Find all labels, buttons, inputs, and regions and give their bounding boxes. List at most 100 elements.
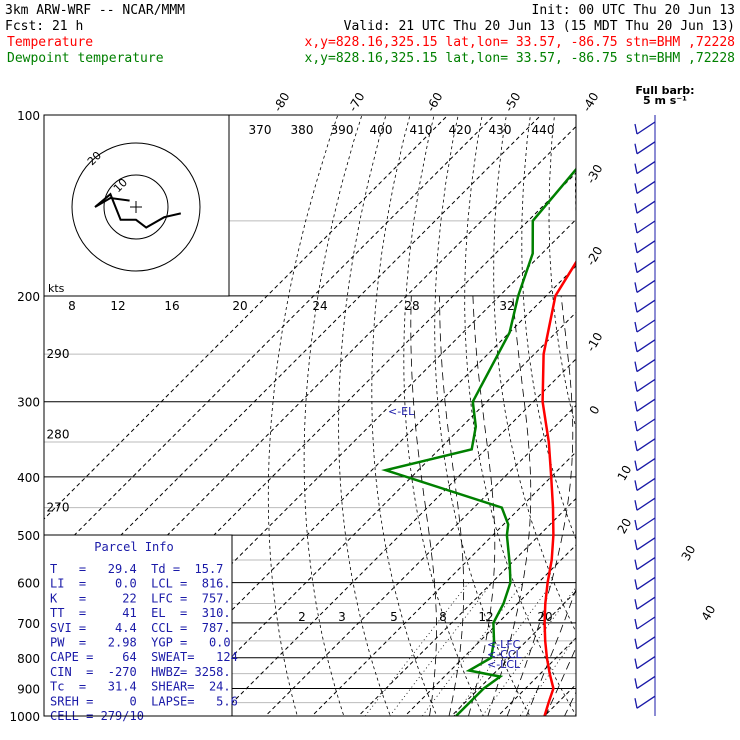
isotherm — [264, 404, 576, 716]
parcel-info-row: CAPE = 64 SWEAT= 124 — [50, 650, 238, 664]
wind-barb — [636, 458, 656, 472]
temperature-legend-info: x,y=828.16,325.15 lat,lon= 33.57, -86.75… — [305, 35, 735, 50]
parcel-info-row: T = 29.4 Td = 15.7 — [50, 562, 223, 576]
parcel-info-row: Tc = 31.4 SHEAR= 24. — [50, 680, 231, 694]
wind-barb — [636, 656, 656, 670]
wind-barb — [636, 121, 656, 135]
parcel-info-row: SVI = 4.4 CCL = 787. — [50, 621, 231, 635]
isotherm-label-right: -20 — [584, 244, 606, 268]
dry-adiabat — [303, 115, 363, 716]
wind-barb — [636, 537, 656, 551]
pressure-label-600: 600 — [17, 577, 40, 591]
isotherm-label-right: 10 — [615, 463, 635, 483]
wind-barb — [636, 398, 656, 412]
isotherm — [404, 544, 576, 716]
ccl-marker: <-CCL — [487, 648, 523, 661]
isotherm-label-top: -50 — [502, 90, 524, 114]
pressure-label-1000: 1000 — [9, 710, 40, 724]
moist-adiabat — [468, 295, 496, 716]
init-time: Init: 00 UTC Thu 20 Jun 13 — [532, 3, 736, 18]
wind-barbs — [634, 115, 656, 716]
theta-label: 410 — [410, 123, 433, 137]
mixing-ratio-label: 8 — [439, 610, 447, 624]
dry-adiabat — [698, 88, 740, 729]
dry-adiabat — [267, 115, 339, 716]
hodograph-inset: 10 20 kts — [43, 114, 230, 297]
mixing-ratio-label: 5 — [390, 610, 398, 624]
wind-barb — [636, 616, 656, 630]
left-theta-label: 280 — [47, 427, 70, 441]
wind-barb — [636, 477, 656, 491]
dry-adiabat — [651, 88, 740, 729]
wind-barb — [636, 557, 656, 571]
theta-label: 370 — [249, 123, 272, 137]
moist-adiabat — [506, 295, 574, 716]
theta-e-label: 8 — [68, 299, 76, 313]
wind-barb — [636, 636, 656, 650]
wind-barb — [636, 378, 656, 392]
moist-adiabat — [564, 691, 576, 716]
moist-adiabat — [545, 646, 576, 716]
pressure-label-800: 800 — [17, 652, 40, 666]
parcel-info-row: LI = 0.0 LCL = 816. — [50, 577, 231, 591]
theta-e-label: 20 — [232, 299, 247, 313]
pressure-axis-labels: 100 200 300 400 500 600 700 800 900 1000 — [9, 109, 40, 724]
theta-label: 390 — [331, 123, 354, 137]
parcel-info-row: K = 22 LFC = 757. — [50, 591, 231, 605]
dry-adiabat — [626, 88, 740, 729]
isotherm — [311, 451, 576, 716]
isotherm-label-top: -80 — [271, 90, 293, 114]
dry-adiabat — [338, 115, 391, 716]
moist-adiabat — [439, 295, 465, 716]
wind-barb — [636, 339, 656, 353]
wind-barb — [636, 359, 656, 373]
parcel-info-title: Parcel Info — [94, 540, 173, 554]
dry-adiabat — [403, 115, 484, 716]
wind-barb — [636, 319, 656, 333]
isotherm-label-top: -70 — [346, 90, 368, 114]
wind-barb — [636, 576, 656, 590]
pressure-label-100: 100 — [17, 109, 40, 123]
dry-adiabat — [493, 115, 576, 633]
pressure-label-200: 200 — [17, 290, 40, 304]
wind-barb — [636, 299, 656, 313]
dry-adiabat — [721, 88, 740, 729]
wind-barb — [636, 517, 656, 531]
temperature-profile — [541, 260, 576, 716]
mixing-ratio-label: 3 — [338, 610, 346, 624]
wind-barb — [636, 240, 656, 254]
wind-barb — [636, 180, 656, 194]
el-marker: <-EL — [388, 405, 415, 418]
isotherm-label-right: 40 — [699, 603, 719, 623]
hodograph-ring-inner — [103, 174, 169, 240]
wind-barb — [636, 200, 656, 214]
dry-adiabat — [371, 115, 438, 716]
parcel-info-row: TT = 41 EL = 310. — [50, 606, 231, 620]
isotherm — [578, 87, 740, 728]
lfc-marker: <-LFC — [487, 638, 521, 651]
forecast-hour: Fcst: 21 h — [5, 19, 83, 34]
moist-adiabat — [410, 295, 437, 716]
hodograph-kts-label: kts — [48, 282, 65, 295]
parcel-info-row: CIN = -270 HWBZ= 3258. — [50, 665, 231, 679]
wind-barb — [636, 220, 656, 234]
isotherm-label-right: 0 — [587, 403, 603, 417]
theta-e-label: 16 — [164, 299, 179, 313]
mixing-ratio-line — [364, 582, 470, 716]
theta-e-label: 12 — [110, 299, 125, 313]
wind-barb — [636, 675, 656, 689]
mixing-ratio-label: 12 — [478, 610, 493, 624]
wind-barb — [636, 418, 656, 432]
wind-barb — [636, 141, 656, 155]
isotherm-label-top: -60 — [424, 90, 446, 114]
isotherm-label-right: -30 — [584, 162, 606, 186]
pressure-label-500: 500 — [17, 529, 40, 543]
wind-barb — [636, 596, 656, 610]
mixing-ratio-label: 2 — [298, 610, 306, 624]
lcl-marker: <-LCL — [487, 658, 521, 671]
theta-label: 440 — [532, 123, 555, 137]
wind-barb — [636, 497, 656, 511]
parcel-info-panel: Parcel Info T = 29.4 Td = 15.7LI = 0.0 L… — [43, 534, 238, 723]
valid-time: Valid: 21 UTC Thu 20 Jun 13 (15 MDT Thu … — [344, 19, 735, 34]
